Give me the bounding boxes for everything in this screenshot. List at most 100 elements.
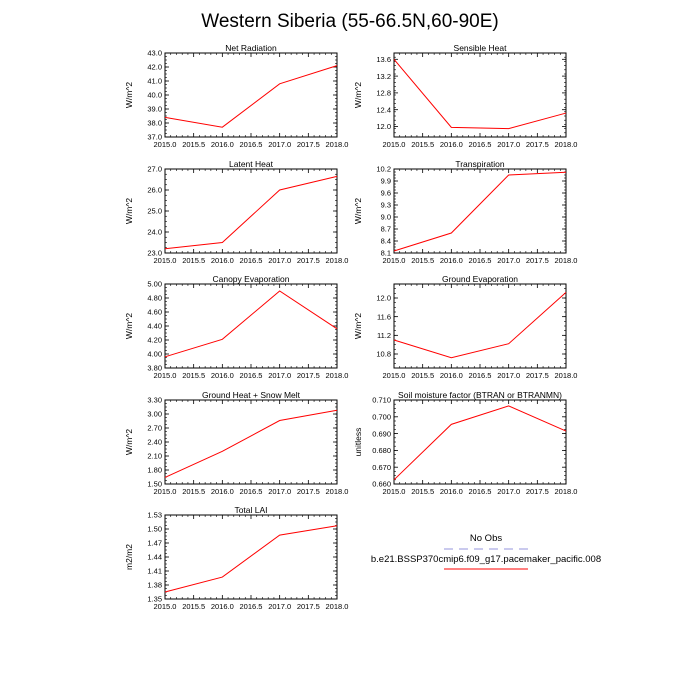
x-tick-label: 2016.0 — [211, 256, 234, 265]
y-axis-label: W/m^2 — [353, 198, 363, 224]
x-tick-label: 2016.0 — [211, 487, 234, 496]
y-tick-label: 38.0 — [147, 119, 162, 128]
chart-panel: Sensible Heat 2015.0 2015.5 2016.0 2016.5 201… — [353, 43, 577, 149]
series-line — [164, 409, 338, 478]
plot-frame — [164, 52, 338, 138]
y-tick-label: 1.50 — [147, 480, 162, 489]
x-tick-label: 2016.0 — [440, 371, 463, 380]
panel-title: Canopy Evaporation — [212, 274, 289, 284]
y-tick-label: 0.670 — [372, 463, 391, 472]
x-tick-label: 2017.0 — [268, 371, 291, 380]
x-tick-label: 2016.5 — [469, 256, 492, 265]
x-tick-label: 2016.0 — [440, 256, 463, 265]
x-tick-label: 2015.5 — [182, 487, 205, 496]
y-tick-label: 10.2 — [376, 165, 391, 174]
x-tick-label: 2015.0 — [154, 602, 177, 611]
y-tick-label: 1.80 — [147, 466, 162, 475]
x-tick-label: 2017.0 — [268, 602, 291, 611]
x-tick-label: 2017.5 — [526, 140, 549, 149]
x-tick-label: 2015.0 — [154, 487, 177, 496]
panel-title: Net Radiation — [225, 43, 277, 53]
y-tick-label: 11.2 — [377, 331, 391, 340]
x-tick-label: 2018.0 — [326, 371, 349, 380]
plot-frame — [393, 283, 567, 369]
y-tick-label: 0.700 — [372, 413, 391, 422]
x-tick-label: 2017.0 — [497, 256, 520, 265]
y-axis-label: W/m^2 — [124, 198, 134, 224]
y-tick-label: 8.4 — [381, 237, 391, 246]
plot-frame — [393, 168, 567, 254]
x-tick-label: 2016.5 — [240, 487, 263, 496]
chart-panel: Canopy Evaporation 2015.0 2015.5 2016.0 2016… — [124, 274, 348, 380]
x-tick-label: 2016.0 — [440, 140, 463, 149]
x-tick-label: 2016.0 — [211, 602, 234, 611]
y-tick-label: 1.53 — [147, 511, 162, 520]
legend-model-label: b.e21.BSSP370cmip6.f09_g17.pacemaker_pac… — [371, 554, 601, 565]
y-tick-label: 26.0 — [147, 186, 162, 195]
plot-frame — [164, 514, 338, 600]
y-tick-label: 42.0 — [147, 63, 162, 72]
y-axis-label: W/m^2 — [124, 82, 134, 108]
y-tick-label: 39.0 — [147, 105, 162, 114]
y-tick-label: 24.0 — [147, 228, 162, 237]
x-tick-label: 2018.0 — [555, 256, 578, 265]
y-tick-label: 4.00 — [147, 350, 162, 359]
x-tick-label: 2017.0 — [497, 140, 520, 149]
y-tick-label: 43.0 — [147, 49, 162, 58]
y-tick-label: 8.7 — [381, 225, 391, 234]
x-tick-label: 2015.5 — [411, 140, 434, 149]
chart-panel: Total LAI 2015.0 2015.5 2016.0 2016.5 2017.0 2… — [124, 505, 348, 611]
y-axis-label: W/m^2 — [124, 429, 134, 455]
x-tick-label: 2016.5 — [240, 371, 263, 380]
x-tick-label: 2016.5 — [240, 602, 263, 611]
y-tick-label: 0.690 — [372, 429, 391, 438]
x-tick-label: 2015.5 — [411, 371, 434, 380]
x-tick-label: 2017.5 — [526, 371, 549, 380]
x-tick-label: 2018.0 — [326, 256, 349, 265]
x-tick-label: 2017.0 — [268, 487, 291, 496]
x-tick-label: 2015.0 — [383, 487, 406, 496]
y-axis-label: m2/m2 — [124, 544, 134, 570]
plot-frame — [393, 399, 567, 485]
series-line — [164, 175, 338, 250]
x-tick-label: 2015.5 — [182, 602, 205, 611]
y-tick-label: 9.0 — [381, 213, 391, 222]
y-tick-label: 12.0 — [376, 122, 391, 131]
y-tick-label: 40.0 — [147, 91, 162, 100]
x-tick-label: 2017.5 — [297, 140, 320, 149]
y-tick-label: 12.8 — [376, 89, 391, 98]
chart-panel: Soil moisture factor (BTRAN or BTRANMN) 2… — [353, 390, 577, 496]
x-tick-label: 2015.0 — [383, 371, 406, 380]
panel-title: Ground Evaporation — [442, 274, 518, 284]
y-tick-label: 3.80 — [147, 364, 162, 373]
plot-frame — [393, 52, 567, 138]
y-tick-label: 4.40 — [147, 322, 162, 331]
y-tick-label: 5.00 — [147, 280, 162, 289]
y-tick-label: 3.30 — [147, 396, 162, 405]
plot-frame — [164, 283, 338, 369]
x-tick-label: 2018.0 — [326, 140, 349, 149]
y-tick-label: 23.0 — [147, 249, 162, 258]
y-tick-label: 41.0 — [147, 77, 162, 86]
panel-title: Ground Heat + Snow Melt — [202, 390, 301, 400]
x-tick-label: 2018.0 — [555, 140, 578, 149]
y-tick-label: 0.710 — [372, 396, 391, 405]
chart-panel: Latent Heat 2015.0 2015.5 2016.0 2016.5 2017.… — [124, 159, 348, 265]
x-tick-label: 2017.5 — [526, 487, 549, 496]
y-tick-label: 0.680 — [372, 446, 391, 455]
y-tick-label: 4.20 — [147, 336, 162, 345]
y-tick-label: 1.47 — [147, 539, 162, 548]
series-line — [393, 171, 567, 252]
x-tick-label: 2017.5 — [297, 371, 320, 380]
y-tick-label: 12.4 — [376, 105, 391, 114]
x-tick-label: 2018.0 — [326, 487, 349, 496]
y-tick-label: 4.60 — [147, 308, 162, 317]
chart-panel: Ground Heat + Snow Melt 2015.0 2015.5 2016.… — [124, 390, 348, 496]
x-tick-label: 2018.0 — [555, 487, 578, 496]
chart-panel: Transpiration 2015.0 2015.5 2016.0 2016.5 201… — [353, 159, 577, 265]
y-tick-label: 4.80 — [147, 294, 162, 303]
x-tick-label: 2017.5 — [297, 602, 320, 611]
x-tick-label: 2016.5 — [469, 371, 492, 380]
x-tick-label: 2015.0 — [154, 140, 177, 149]
y-tick-label: 8.1 — [381, 249, 391, 258]
